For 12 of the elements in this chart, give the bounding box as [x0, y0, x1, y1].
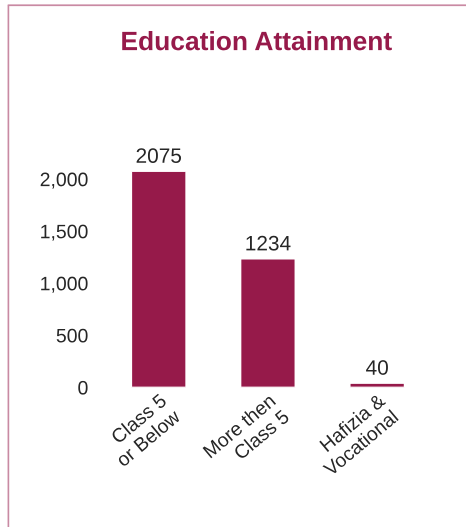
- bar: [349, 382, 406, 388]
- y-tick-label: 1,500: [41, 224, 88, 241]
- y-tick-label: 1,000: [41, 276, 88, 293]
- bar: [130, 171, 187, 388]
- data-label: 1234: [246, 236, 291, 251]
- bar: [240, 258, 296, 388]
- y-tick-label: 2,000: [40, 172, 88, 189]
- chart-title: Education Attainment: [122, 30, 392, 50]
- data-label: 2075: [136, 148, 182, 163]
- y-tick-label: 0: [78, 380, 88, 395]
- y-tick-label: 500: [56, 328, 88, 343]
- data-label: 40: [366, 360, 388, 375]
